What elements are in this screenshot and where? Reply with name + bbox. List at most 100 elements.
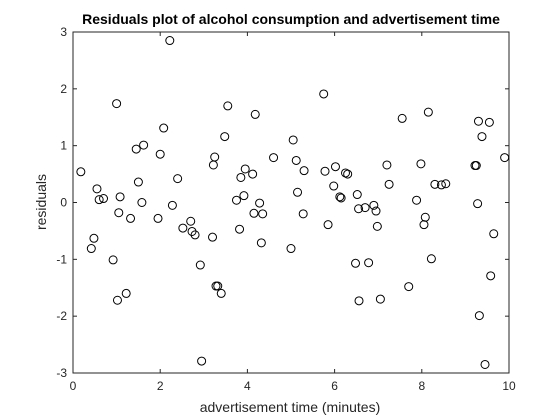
data-point — [298, 209, 308, 219]
data-point — [473, 116, 483, 126]
data-point — [489, 229, 499, 239]
data-point — [190, 230, 200, 240]
data-point — [286, 244, 296, 254]
y-tick-label: 2 — [60, 82, 67, 96]
data-point — [153, 213, 163, 223]
data-point — [330, 162, 340, 172]
data-point — [248, 169, 258, 179]
data-point — [76, 167, 86, 177]
data-point — [235, 224, 245, 234]
data-point — [249, 208, 259, 218]
data-point — [329, 181, 339, 191]
data-point — [240, 164, 250, 174]
data-point — [288, 135, 298, 145]
data-point — [258, 209, 268, 219]
data-point — [195, 260, 205, 270]
data-point — [208, 232, 218, 242]
chart-title: Residuals plot of alcohol consumption an… — [82, 11, 500, 27]
data-point — [441, 179, 451, 189]
data-point — [220, 132, 230, 142]
data-point — [412, 195, 422, 205]
data-point — [173, 174, 183, 184]
data-point — [371, 206, 381, 216]
data-point — [223, 101, 233, 111]
data-point — [178, 223, 188, 233]
y-axis-ticks: -3 -2 -1 0 1 2 3 — [56, 25, 509, 380]
data-point — [165, 36, 175, 46]
data-point — [92, 184, 102, 194]
data-points — [76, 36, 510, 369]
data-point — [137, 198, 147, 207]
data-point — [384, 179, 394, 189]
data-point — [187, 226, 197, 236]
data-point — [167, 200, 177, 210]
data-point — [486, 271, 496, 281]
data-point — [474, 311, 484, 321]
data-point — [139, 140, 149, 150]
data-point — [360, 203, 370, 213]
data-point — [416, 159, 426, 169]
data-point — [126, 213, 136, 223]
data-point — [364, 258, 374, 268]
data-point — [484, 117, 494, 127]
data-point — [236, 172, 246, 182]
data-point — [372, 221, 382, 231]
data-point — [112, 99, 122, 109]
data-point — [473, 199, 483, 209]
x-axis-ticks: 0 2 4 6 8 10 — [70, 32, 516, 393]
data-point — [232, 195, 241, 205]
data-point — [343, 169, 353, 179]
data-point — [99, 194, 109, 204]
data-point — [404, 282, 414, 292]
data-point — [299, 166, 309, 176]
data-point — [159, 123, 169, 133]
data-point — [420, 212, 430, 222]
data-point — [341, 168, 350, 178]
y-tick-label: 0 — [60, 196, 67, 210]
data-point — [397, 113, 407, 123]
data-point — [430, 179, 440, 189]
x-tick-label: 2 — [157, 379, 164, 393]
data-point — [291, 155, 301, 165]
y-axis-label: residuals — [33, 174, 49, 230]
data-point — [86, 244, 96, 254]
data-point — [323, 220, 333, 230]
data-point — [114, 208, 124, 218]
data-point — [250, 109, 260, 119]
data-point — [210, 152, 220, 162]
data-point — [269, 153, 279, 163]
data-point — [112, 295, 122, 305]
x-axis-label: advertisement time (minutes) — [200, 399, 381, 415]
y-tick-label: 3 — [60, 25, 67, 39]
data-point — [426, 254, 436, 264]
data-point — [351, 258, 361, 268]
data-point — [131, 144, 141, 154]
y-tick-label: -1 — [56, 252, 67, 266]
data-point — [293, 187, 303, 197]
x-tick-label: 4 — [244, 379, 251, 393]
data-point — [382, 160, 392, 170]
data-point — [336, 193, 346, 203]
data-point — [500, 153, 510, 163]
data-point — [471, 161, 481, 171]
data-point — [115, 192, 125, 202]
data-point — [319, 89, 329, 99]
data-point — [216, 288, 226, 298]
data-point — [375, 294, 385, 304]
data-point — [108, 255, 118, 265]
data-point — [186, 216, 196, 226]
data-point — [213, 281, 223, 291]
data-point — [436, 180, 446, 190]
x-tick-label: 0 — [70, 379, 77, 393]
data-point — [369, 200, 379, 210]
data-point — [423, 107, 433, 117]
data-point — [354, 296, 364, 306]
data-point — [121, 288, 131, 298]
data-point — [320, 166, 330, 176]
y-tick-label: -3 — [56, 366, 67, 380]
data-point — [197, 356, 207, 366]
x-tick-label: 8 — [418, 379, 425, 393]
data-point — [255, 198, 265, 208]
plot-area: 0 2 4 6 8 10 -3 -2 -1 0 1 2 3 — [56, 25, 516, 393]
